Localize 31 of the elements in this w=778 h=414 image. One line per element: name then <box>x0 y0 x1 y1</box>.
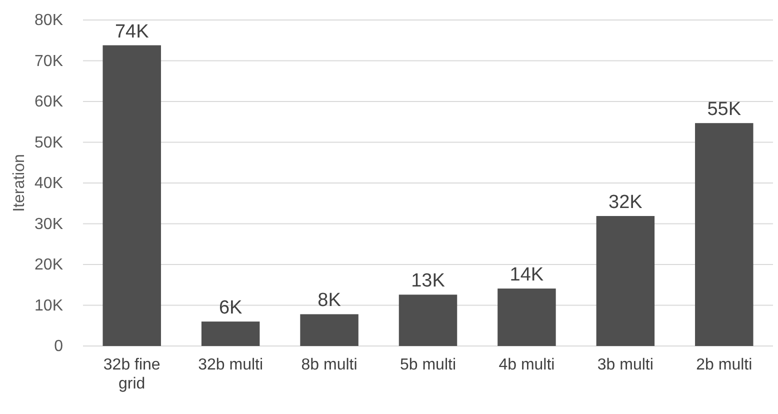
data-label: 55K <box>707 99 742 120</box>
y-tick-label: 10K <box>34 297 64 314</box>
x-tick-label: 5b multi <box>400 356 456 374</box>
bar <box>102 45 161 346</box>
y-tick-label: 20K <box>34 256 64 274</box>
data-label: 8K <box>318 290 342 312</box>
data-label: 32K <box>608 192 643 214</box>
y-tick-label: 0 <box>54 338 64 356</box>
y-tick-label: 40K <box>34 175 64 192</box>
x-tick-label: 3b multi <box>597 356 654 374</box>
bar <box>695 123 754 346</box>
y-tick-label: 30K <box>34 216 64 233</box>
x-tick-label: 32b fine grid <box>103 356 160 393</box>
bar <box>596 216 655 346</box>
data-label: 14K <box>510 264 544 286</box>
x-tick-label: 4b multi <box>498 356 555 374</box>
x-tick-label: 2b multi <box>696 356 752 374</box>
x-tick-label: 32b multi <box>198 356 264 374</box>
y-axis-title: Iteration <box>11 154 28 212</box>
y-tick-label: 60K <box>34 94 64 111</box>
y-tick-label: 70K <box>34 52 64 70</box>
y-tick-label: 50K <box>34 134 64 152</box>
x-tick-label: 8b multi <box>301 356 358 374</box>
bar <box>300 314 358 346</box>
y-tick-label: 80K <box>34 12 64 30</box>
data-label: 13K <box>411 270 446 292</box>
bar <box>398 294 458 346</box>
data-label: 6K <box>218 298 243 319</box>
bar <box>498 288 556 346</box>
bar <box>201 322 260 346</box>
data-label: 74K <box>114 21 150 42</box>
